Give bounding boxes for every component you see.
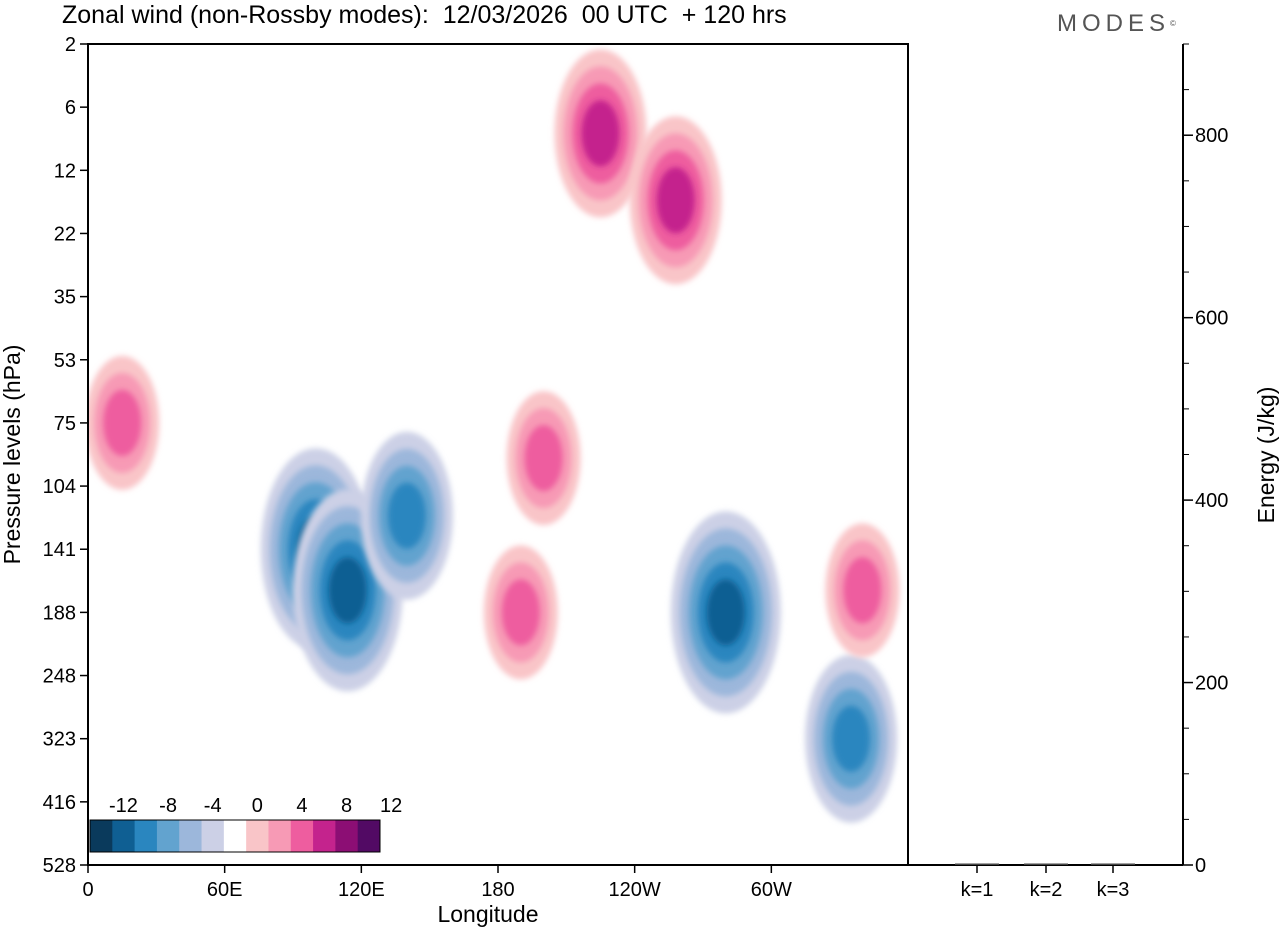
bar-category-label: k=2	[1030, 879, 1063, 901]
y-tick-label: 323	[43, 729, 76, 751]
colorbar-swatch	[313, 820, 336, 852]
heatmap-background	[88, 44, 908, 865]
colorbar-swatch	[201, 820, 225, 852]
colorbar-label: 8	[341, 795, 352, 817]
energy-bar	[955, 863, 999, 865]
colorbar-swatch	[223, 820, 247, 852]
x-axis-label: Longitude	[437, 901, 538, 927]
y-tick-label: 416	[43, 792, 76, 814]
colorbar-swatch	[246, 820, 269, 852]
bar-category-label: k=1	[961, 879, 994, 901]
contour-band	[656, 167, 695, 234]
colorbar-swatch	[335, 820, 359, 852]
wind-positive-feature	[554, 49, 647, 218]
colorbar-label: 4	[296, 795, 307, 817]
colorbar-label: 0	[252, 795, 263, 817]
logo-text: MODES	[1057, 10, 1171, 37]
colorbar: -12 -8 -4 0 4 8 12	[89, 795, 402, 853]
colorbar-label: -4	[204, 795, 222, 817]
contour-band	[103, 389, 142, 456]
chart-title: Zonal wind (non-Rossby modes): 12/03/202…	[62, 1, 787, 29]
contour-band	[524, 425, 563, 492]
colorbar-label: 12	[380, 795, 402, 817]
contour-band	[501, 579, 540, 646]
x-tick-label: 0	[82, 879, 93, 901]
y-tick-label: 104	[43, 476, 76, 498]
logo-mark: ©	[1170, 19, 1176, 28]
colorbar-label: -8	[159, 795, 177, 817]
colorbar-frame	[89, 819, 381, 853]
colorbar-swatch	[112, 820, 136, 852]
wind-positive-feature	[825, 523, 900, 658]
colorbar-swatch	[268, 820, 292, 852]
modes-logo: MODES©	[1057, 10, 1176, 38]
energy-tick-label: 200	[1195, 673, 1228, 695]
colorbar-swatch	[179, 820, 203, 852]
energy-tick-label: 0	[1195, 855, 1206, 877]
contour-band	[706, 579, 745, 646]
y-axis-label: Pressure levels (hPa)	[0, 345, 25, 565]
energy-tick-label: 400	[1195, 490, 1228, 512]
colorbar-swatch	[90, 820, 113, 852]
y-tick-label: 188	[43, 602, 76, 624]
x-tick-label: 180	[481, 879, 514, 901]
y-tick-label: 53	[54, 350, 76, 372]
energy-tick-label: 800	[1195, 125, 1228, 147]
y-tick-label: 248	[43, 666, 76, 688]
y-tick-label: 528	[43, 855, 76, 877]
energy-tick-label: 600	[1195, 308, 1228, 330]
wind-positive-feature	[88, 355, 160, 490]
contour-band	[843, 557, 882, 624]
colorbar-swatch	[357, 820, 381, 852]
contour-field	[88, 49, 900, 823]
contour-band	[387, 482, 426, 549]
wind-negative-feature	[805, 654, 898, 823]
y-tick-label: 12	[54, 160, 76, 182]
energy-axis-label: Energy (J/kg)	[1253, 387, 1279, 524]
bar-category-label: k=3	[1097, 879, 1130, 901]
x-tick-label: 120W	[609, 879, 661, 901]
x-tick-label: 120E	[338, 879, 385, 901]
y-tick-label: 35	[54, 287, 76, 309]
x-tick-label: 60E	[207, 879, 243, 901]
colorbar-label: -12	[109, 795, 138, 817]
energy-bar	[1024, 863, 1068, 865]
wind-negative-feature	[670, 511, 781, 714]
y-tick-label: 22	[54, 223, 76, 245]
contour-band	[832, 705, 871, 772]
wind-negative-feature	[360, 431, 453, 600]
energy-bar	[1091, 863, 1135, 865]
y-tick-label: 75	[54, 413, 76, 435]
wind-positive-feature	[483, 545, 558, 680]
y-tick-label: 2	[65, 34, 76, 56]
colorbar-swatch	[290, 820, 314, 852]
x-tick-label: 60W	[751, 879, 792, 901]
contour-band	[581, 100, 620, 167]
y-tick-label: 6	[65, 97, 76, 119]
wind-positive-feature	[506, 391, 581, 526]
y-tick-label: 141	[43, 539, 76, 561]
colorbar-swatch	[134, 820, 158, 852]
wind-positive-feature	[629, 116, 722, 285]
colorbar-swatch	[156, 820, 180, 852]
energy-bar-panel: 0 200 400 600 800 Energy (J/kg) k=1 k=2 k=3	[907, 43, 1279, 901]
contour-band	[328, 557, 367, 624]
